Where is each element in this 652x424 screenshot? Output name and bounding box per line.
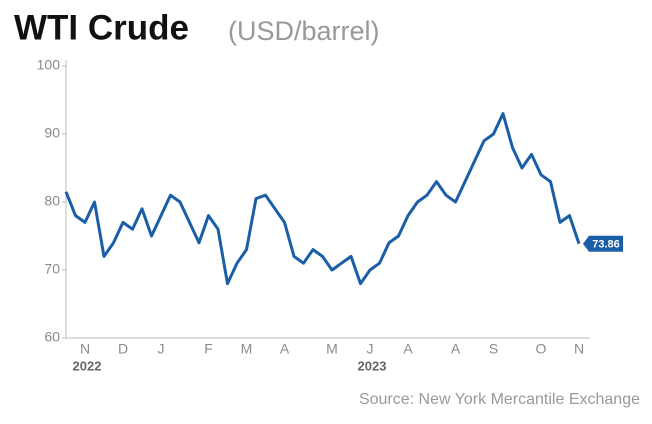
x-tick-label: F bbox=[204, 341, 213, 357]
x-tick-label: J bbox=[367, 341, 374, 357]
x-tick-label: A bbox=[451, 341, 461, 357]
price-line bbox=[64, 112, 581, 286]
chart-title: WTI Crude bbox=[14, 8, 189, 47]
x-tick-label: D bbox=[118, 341, 128, 357]
y-tick-label: 70 bbox=[44, 261, 60, 277]
y-tick-label: 90 bbox=[44, 125, 60, 141]
x-tick-label: M bbox=[241, 341, 253, 357]
x-tick-label: M bbox=[326, 341, 338, 357]
source-note: Source: New York Mercantile Exchange bbox=[359, 391, 640, 408]
x-tick-label: O bbox=[536, 341, 547, 357]
last-value-label: 73.86 bbox=[592, 239, 620, 251]
y-tick-label: 60 bbox=[44, 329, 60, 345]
year-label: 2022 bbox=[73, 358, 102, 373]
x-tick-label: S bbox=[489, 341, 498, 357]
last-value-tag bbox=[583, 235, 623, 252]
y-tick-label: 100 bbox=[37, 57, 61, 73]
year-label: 2023 bbox=[358, 358, 387, 373]
x-tick-label: A bbox=[403, 341, 413, 357]
x-tick-label: N bbox=[80, 341, 90, 357]
y-tick-label: 80 bbox=[44, 193, 60, 209]
x-tick-label: J bbox=[158, 341, 165, 357]
x-tick-label: N bbox=[574, 341, 584, 357]
chart-subtitle: (USD/barrel) bbox=[228, 16, 380, 46]
x-tick-label: A bbox=[280, 341, 290, 357]
